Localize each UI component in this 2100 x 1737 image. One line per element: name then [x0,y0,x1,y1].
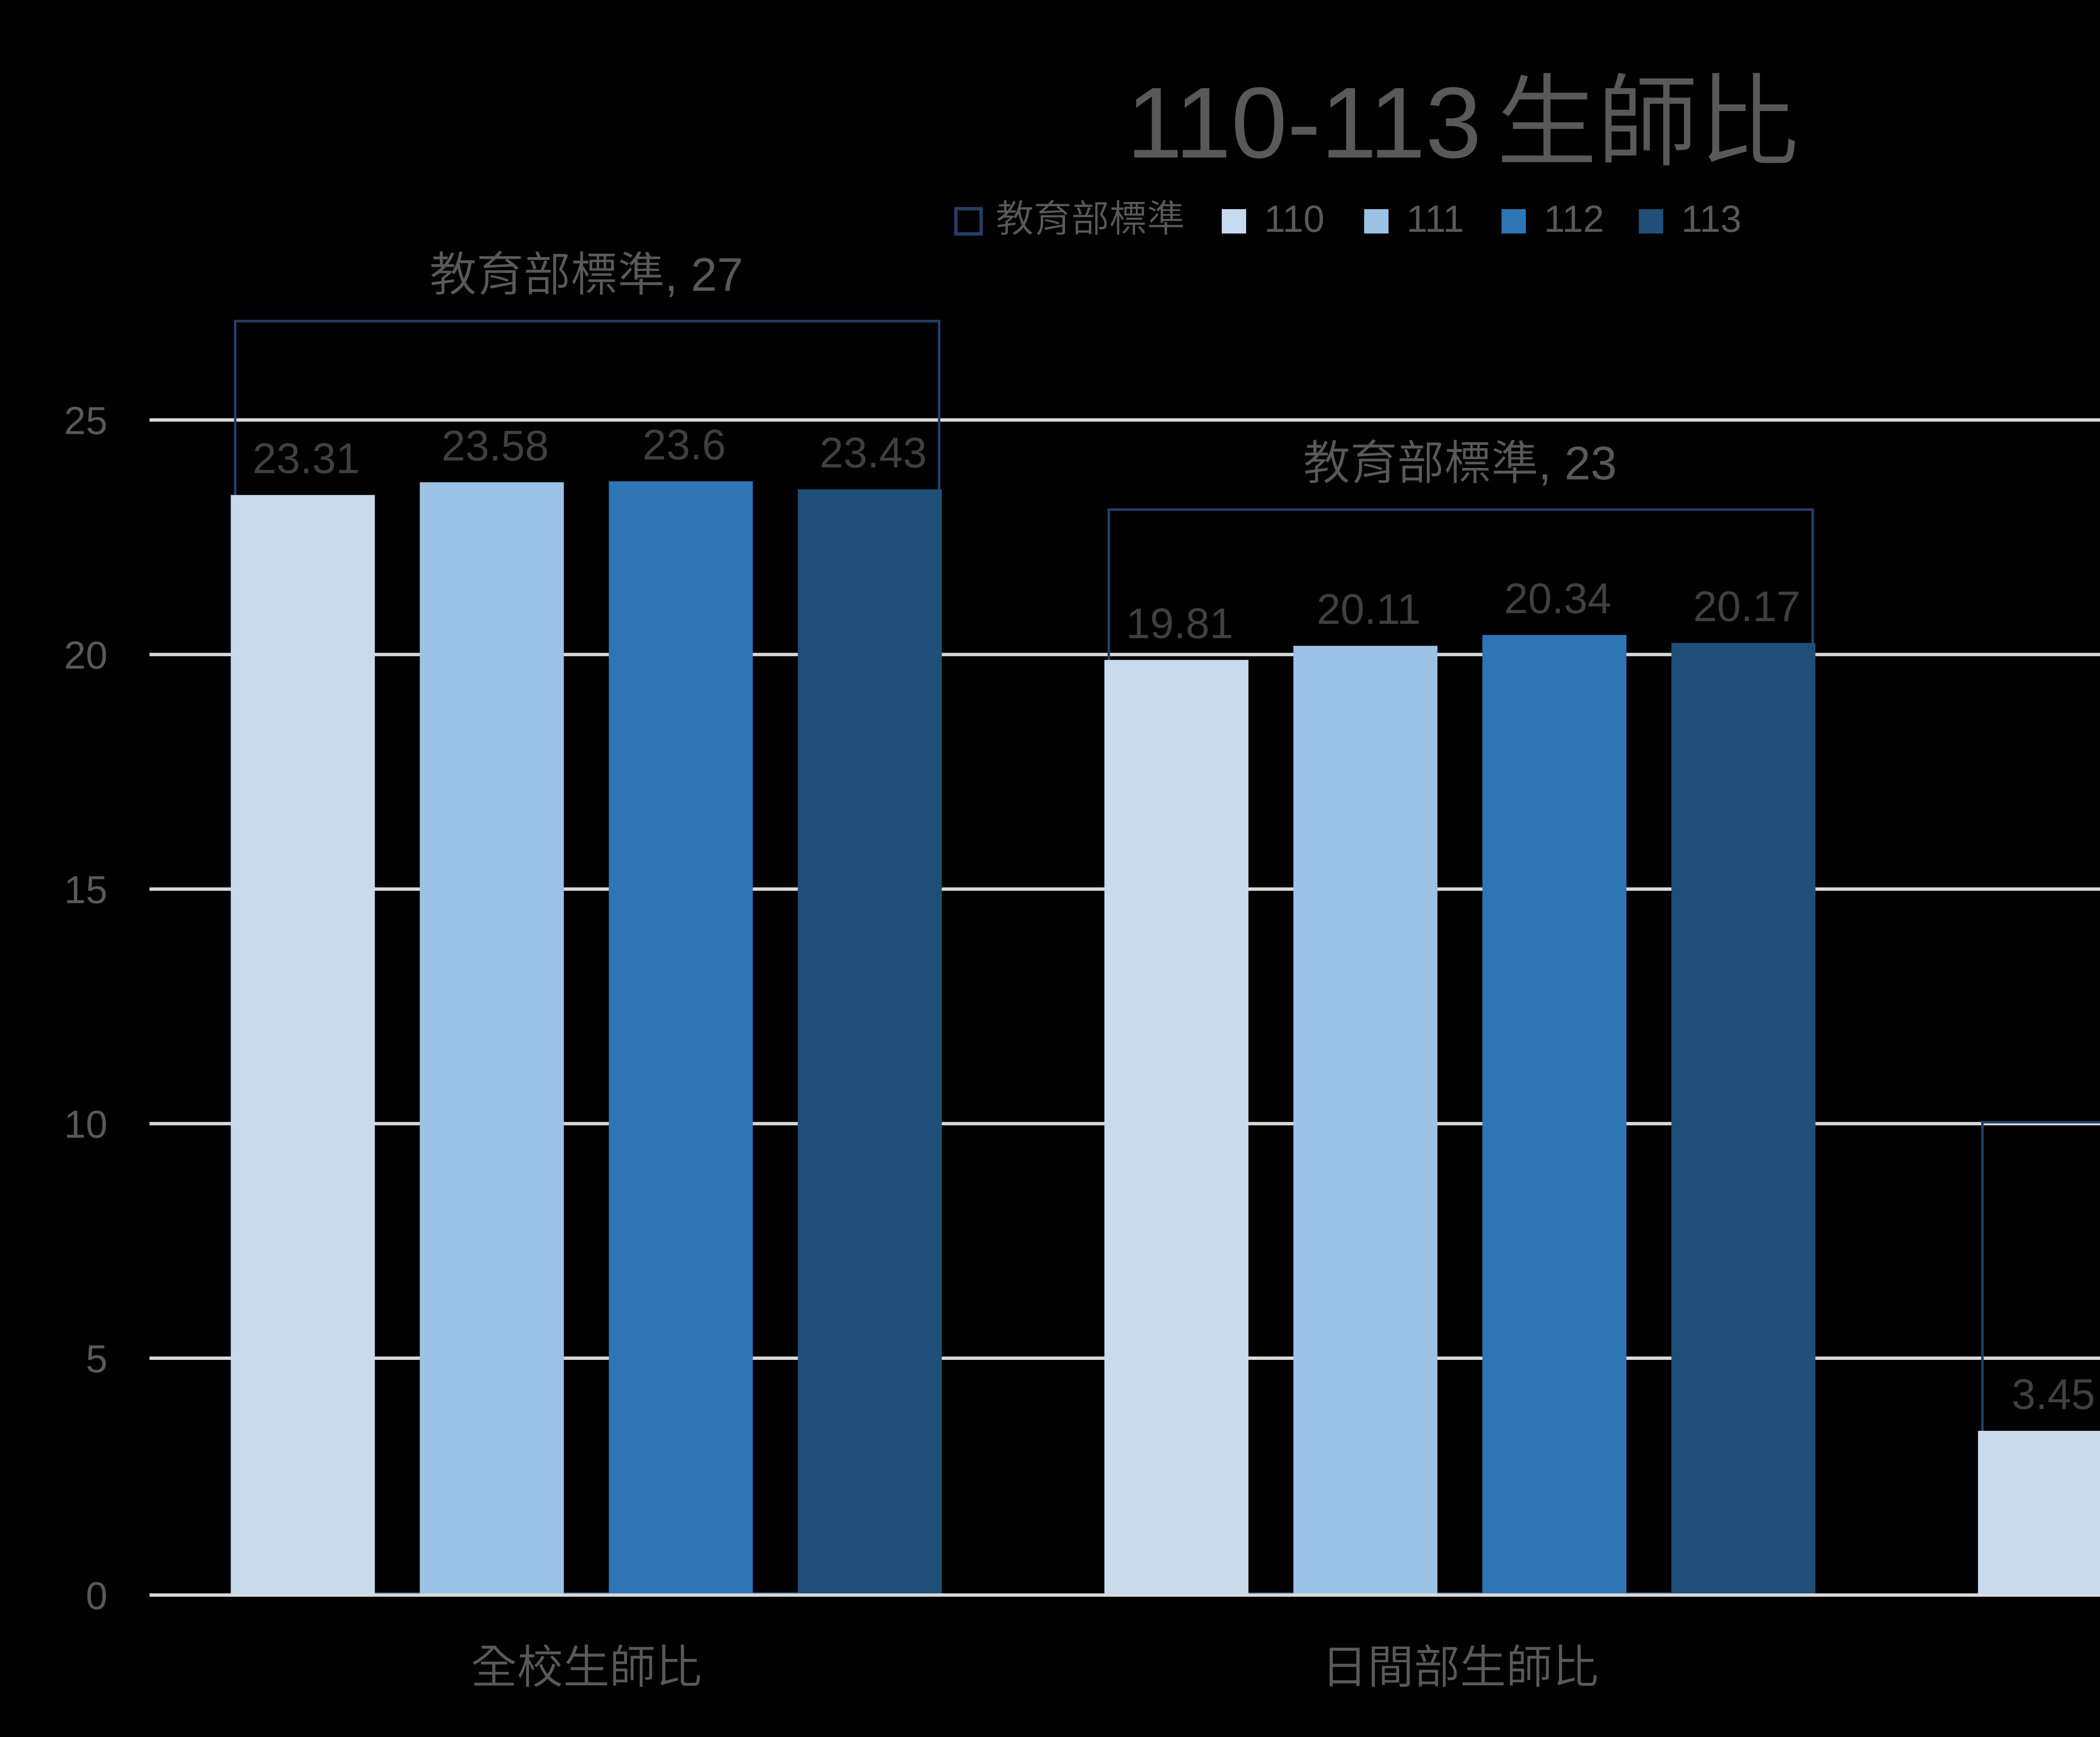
svg-text:20.11: 20.11 [1317,585,1421,633]
svg-text:15: 15 [64,868,108,912]
svg-text:5: 5 [86,1337,108,1381]
svg-text:111: 111 [1407,198,1464,240]
svg-text:19.81: 19.81 [1126,599,1233,647]
svg-text:112: 112 [1544,198,1604,240]
svg-text:110-113: 110-113 [1126,66,1481,179]
svg-text:23.31: 23.31 [252,435,360,483]
svg-text:20.34: 20.34 [1504,575,1611,622]
svg-text:20: 20 [64,633,108,677]
svg-text:110: 110 [1264,198,1324,240]
svg-text:20.17: 20.17 [1693,582,1800,630]
svg-text:3.45: 3.45 [2012,1370,2095,1418]
svg-text:25: 25 [64,399,108,443]
svg-text:23.58: 23.58 [441,422,549,470]
svg-text:23.43: 23.43 [819,429,927,477]
svg-text:23.6: 23.6 [643,421,726,469]
svg-text:0: 0 [86,1574,108,1618]
svg-text:10: 10 [64,1102,108,1146]
svg-text:, 23: , 23 [1538,437,1617,489]
svg-text:113: 113 [1681,198,1741,240]
svg-text:, 27: , 27 [665,249,743,301]
